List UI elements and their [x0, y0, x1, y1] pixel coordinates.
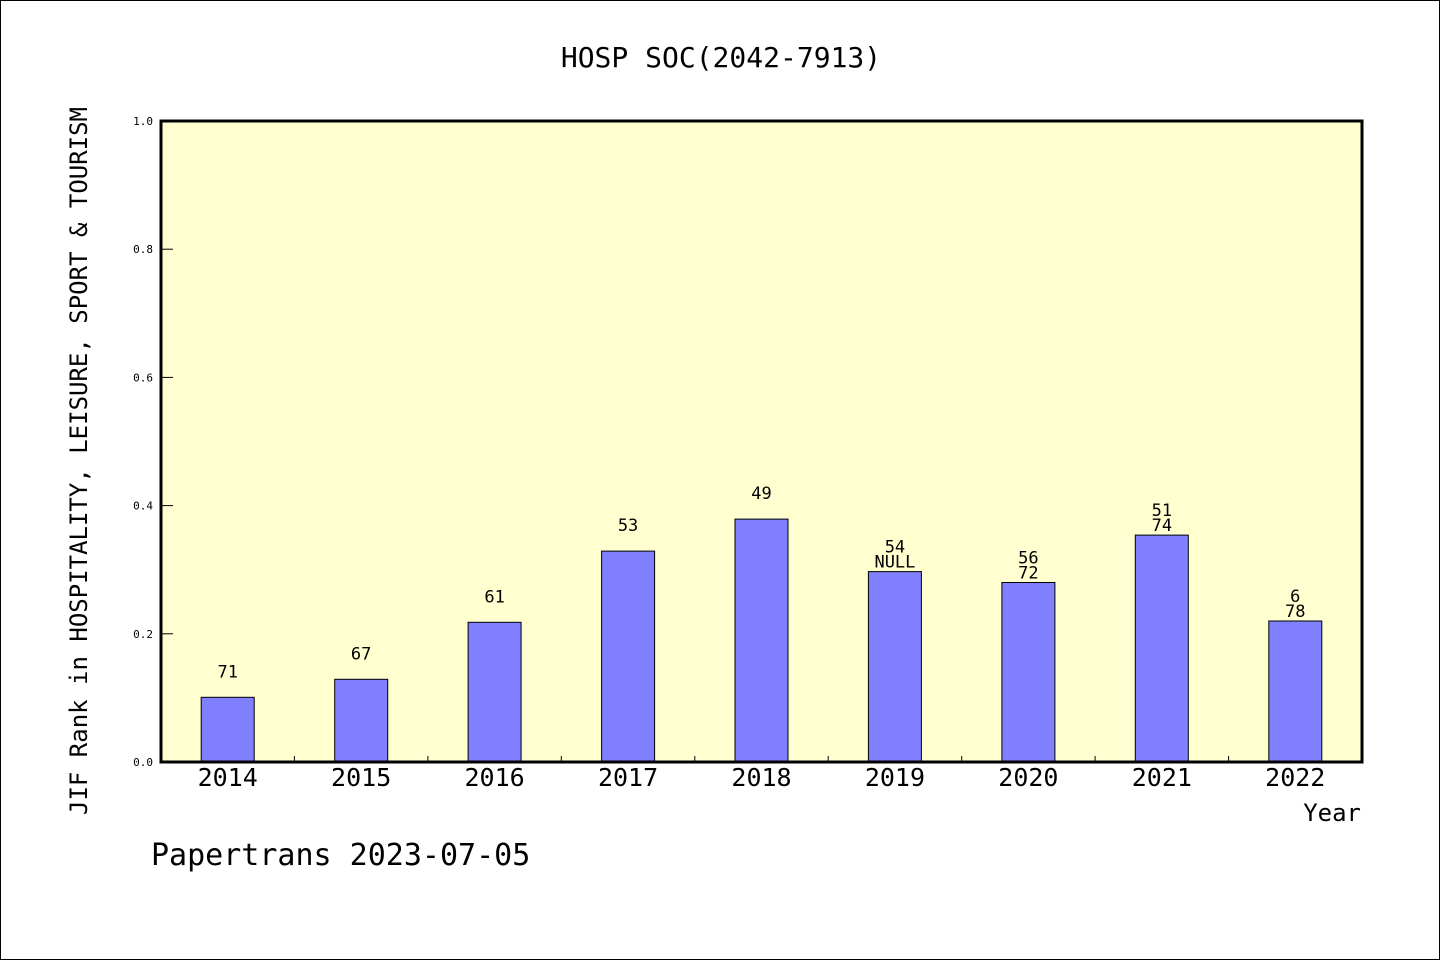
bar: [200, 696, 255, 763]
y-tick-label: 0.2: [133, 628, 153, 641]
bar-label-bottom: 74: [1152, 516, 1172, 536]
y-tick-label: 0.4: [133, 500, 153, 513]
y-tick-label: 0.8: [133, 243, 153, 256]
bar-label-top: 6: [1290, 587, 1300, 607]
bar-label-top: 49: [751, 484, 771, 504]
plot-frame: [159, 119, 1364, 764]
bar-label-top: 53: [618, 516, 638, 536]
bar: [601, 550, 656, 763]
x-tick-label: 2016: [465, 763, 525, 792]
bar: [334, 678, 389, 763]
bar: [1268, 620, 1323, 763]
bar-label-top: 51: [1152, 501, 1172, 521]
x-tick-label: 2021: [1132, 763, 1192, 792]
footer-credit: Papertrans 2023-07-05: [151, 838, 530, 873]
y-tick-label: 0.6: [133, 371, 153, 384]
bar-label-bottom: NULL: [874, 553, 915, 573]
y-axis-label: JIF Rank in HOSPITALITY, LEISURE, SPORT …: [65, 107, 93, 815]
x-tick-label: 2022: [1265, 763, 1325, 792]
x-axis-label: Year: [1303, 799, 1361, 827]
y-tick-label: 1.0: [133, 115, 153, 128]
x-axis: 2014 2015 2016 2017 2018 2019 2020 2021 2022: [198, 756, 1325, 792]
bar-label-top: 56: [1018, 549, 1038, 569]
bar-label-bottom: 78: [1285, 602, 1305, 622]
x-tick-label: 2017: [598, 763, 658, 792]
bar-label-top: 61: [484, 587, 504, 607]
x-tick-label: 2019: [865, 763, 925, 792]
bar: [467, 621, 522, 763]
chart-title: HOSP SOC(2042-7913): [561, 41, 881, 74]
x-tick-label: 2018: [731, 763, 791, 792]
bar: [734, 518, 789, 763]
bar-label-top: 67: [351, 644, 371, 664]
x-tick-label: 2015: [331, 763, 391, 792]
bar: [1134, 534, 1189, 763]
bar: [1001, 582, 1056, 763]
y-axis: 0.0 0.2 0.4 0.6 0.8 1.0: [133, 115, 173, 769]
bar-group: [200, 518, 1323, 763]
bar-label-top: 71: [217, 662, 237, 682]
bar-label-top: 54: [885, 538, 905, 558]
x-tick-label: 2020: [998, 763, 1058, 792]
bar: [867, 571, 922, 763]
bar-label-bottom: 72: [1018, 564, 1038, 584]
y-tick-label: 0.0: [133, 756, 153, 769]
x-tick-label: 2014: [198, 763, 258, 792]
